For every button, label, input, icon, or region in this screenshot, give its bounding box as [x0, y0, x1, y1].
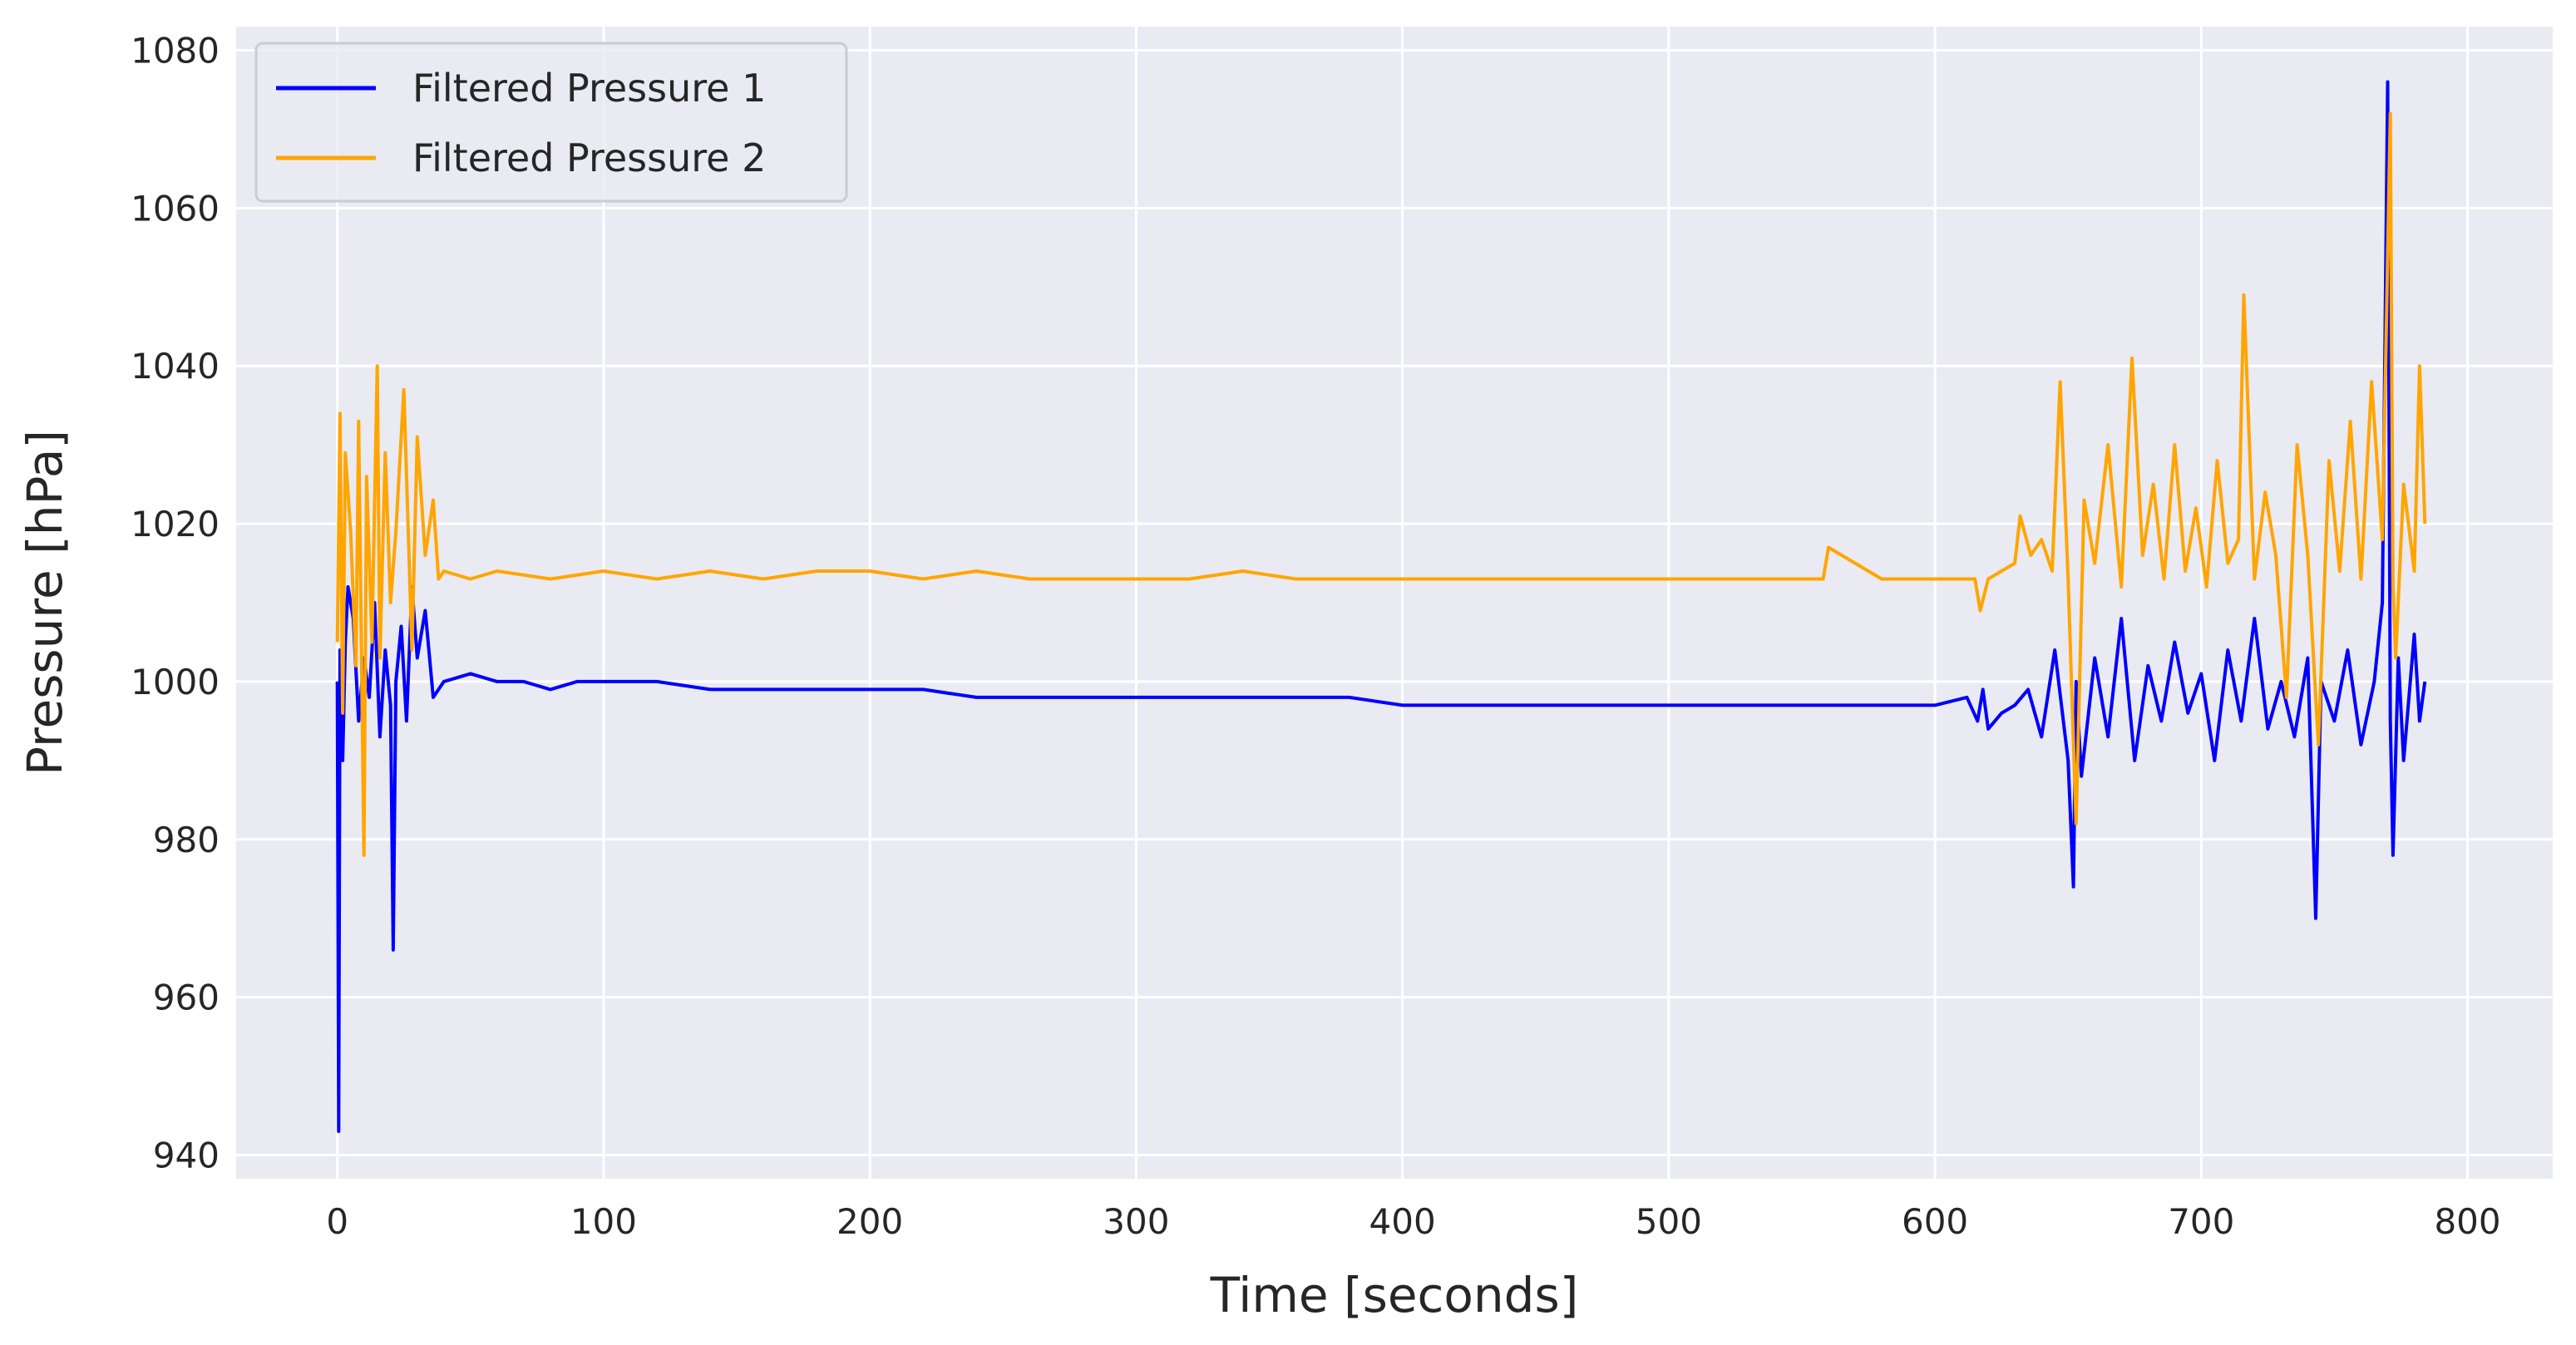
x-tick-label: 200 — [836, 1201, 903, 1242]
legend-box — [254, 42, 848, 203]
x-tick-label: 0 — [326, 1201, 348, 1242]
x-tick-label: 500 — [1636, 1201, 1702, 1242]
y-tick-label: 940 — [153, 1136, 220, 1176]
y-axis-label: Pressure [hPa] — [17, 430, 73, 776]
x-tick-label: 600 — [1902, 1201, 1968, 1242]
y-tick-label: 960 — [153, 978, 220, 1018]
x-axis-label: Time [seconds] — [1210, 1267, 1579, 1323]
y-tick-label: 1060 — [131, 188, 220, 229]
x-tick-label: 700 — [2168, 1201, 2234, 1242]
series-line-2 — [335, 111, 2427, 857]
y-tick-label: 1020 — [131, 504, 220, 544]
x-tick-label: 100 — [570, 1201, 637, 1242]
series-line-1 — [335, 80, 2427, 1133]
y-tick-labels: 940 960 980 1000 1020 1040 1060 1080 — [131, 30, 220, 1175]
legend: Filtered Pressure 1 Filtered Pressure 2 — [254, 42, 848, 203]
legend-label-series-1: Filtered Pressure 1 — [412, 66, 766, 111]
plot-area — [236, 27, 2553, 1179]
grid-lines — [236, 27, 2553, 1179]
x-tick-label: 800 — [2434, 1201, 2500, 1242]
y-tick-label: 1040 — [131, 346, 220, 387]
x-tick-label: 400 — [1369, 1201, 1436, 1242]
legend-label-series-2: Filtered Pressure 2 — [412, 135, 766, 180]
y-tick-label: 1080 — [131, 30, 220, 71]
series-layer — [335, 80, 2427, 1133]
x-tick-labels: 0 100 200 300 400 500 600 700 800 — [326, 1201, 2500, 1242]
y-tick-label: 980 — [153, 820, 220, 860]
x-tick-label: 300 — [1103, 1201, 1169, 1242]
y-tick-label: 1000 — [131, 662, 220, 702]
